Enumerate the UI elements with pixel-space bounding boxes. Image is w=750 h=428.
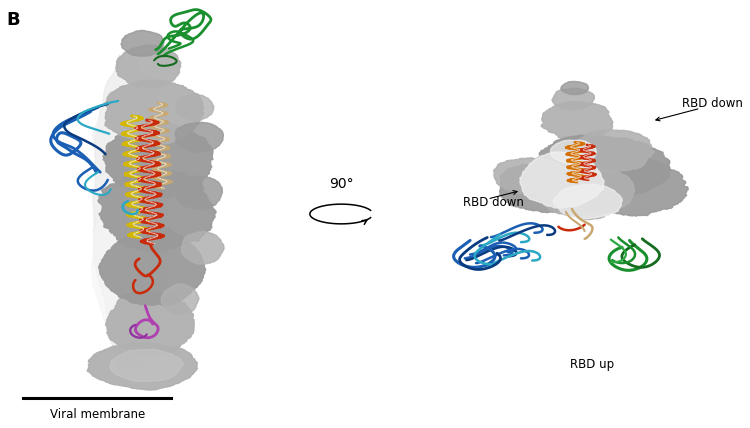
Polygon shape: [98, 168, 216, 252]
Polygon shape: [177, 176, 222, 210]
Text: RBD down: RBD down: [682, 98, 743, 110]
Polygon shape: [105, 80, 204, 144]
Polygon shape: [570, 130, 654, 173]
Polygon shape: [92, 93, 154, 182]
Polygon shape: [500, 160, 596, 213]
Polygon shape: [106, 291, 194, 355]
Polygon shape: [104, 122, 213, 198]
Polygon shape: [553, 184, 622, 219]
Polygon shape: [182, 232, 224, 264]
Polygon shape: [175, 122, 223, 153]
Polygon shape: [550, 140, 596, 164]
Polygon shape: [121, 30, 164, 56]
Text: B: B: [7, 12, 20, 30]
Polygon shape: [494, 158, 565, 194]
Polygon shape: [176, 94, 214, 121]
Text: RBD up: RBD up: [570, 358, 614, 371]
Polygon shape: [87, 342, 197, 390]
Polygon shape: [563, 155, 688, 216]
Polygon shape: [542, 101, 613, 140]
Polygon shape: [561, 81, 589, 95]
Text: RBD down: RBD down: [464, 196, 524, 208]
Text: Viral membrane: Viral membrane: [50, 408, 145, 421]
Text: 90°: 90°: [329, 177, 354, 191]
Polygon shape: [116, 45, 181, 88]
Polygon shape: [99, 226, 206, 306]
Polygon shape: [536, 135, 670, 199]
Polygon shape: [161, 284, 199, 315]
Polygon shape: [93, 55, 170, 373]
Polygon shape: [110, 349, 184, 382]
Polygon shape: [92, 199, 150, 330]
Polygon shape: [536, 167, 634, 220]
Polygon shape: [552, 88, 595, 110]
Polygon shape: [520, 152, 604, 208]
